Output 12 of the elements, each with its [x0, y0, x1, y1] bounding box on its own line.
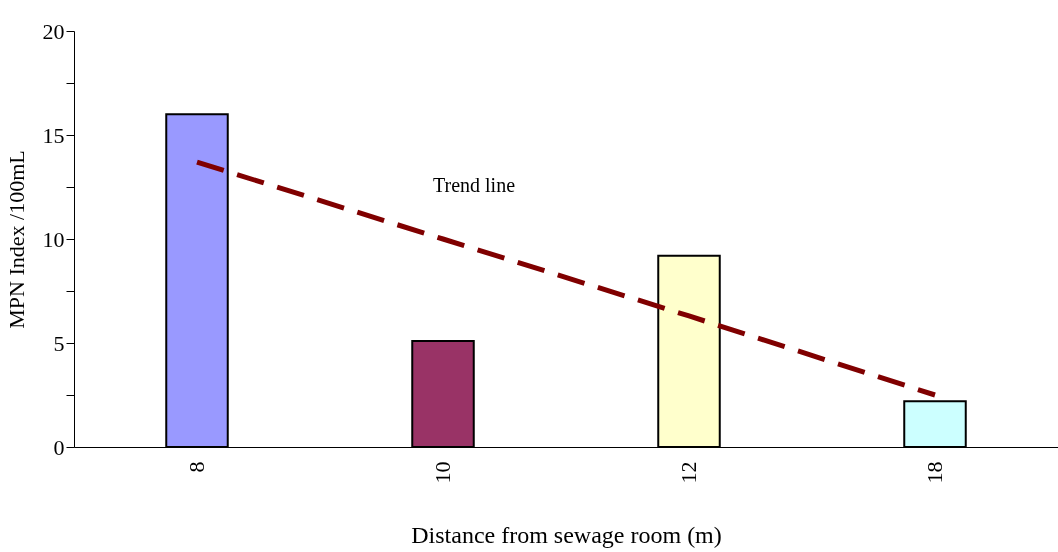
y-tick-label: 20 — [42, 18, 65, 44]
y-tick-label: 15 — [42, 122, 65, 148]
x-tick-label: 12 — [676, 461, 701, 484]
y-tick-label: 5 — [53, 330, 65, 356]
x-axis-title: Distance from sewage room (m) — [411, 521, 722, 548]
y-tick-label: 10 — [42, 226, 65, 252]
x-tick-label: 10 — [430, 461, 455, 484]
annotation: Trend line — [432, 174, 516, 196]
y-tick-label: 0 — [53, 434, 65, 460]
x-tick-label: 8 — [184, 461, 209, 473]
y-axis-title: MPN Index /100mL — [3, 150, 29, 329]
x-tick-label: 18 — [922, 461, 947, 484]
